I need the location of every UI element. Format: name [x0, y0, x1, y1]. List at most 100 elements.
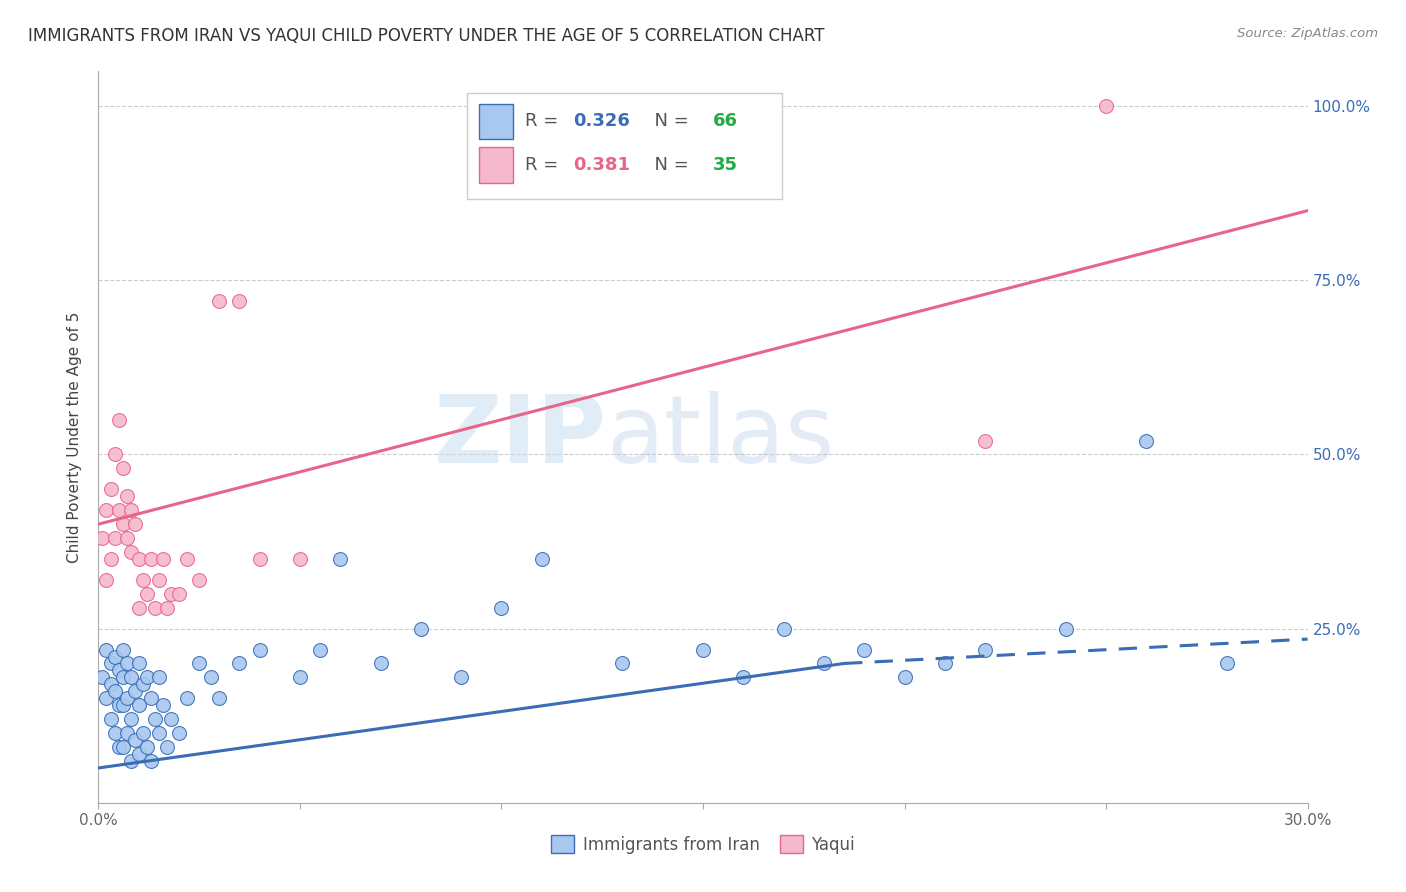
Text: N =: N =: [643, 156, 695, 174]
Point: [103, 726, 125, 740]
Text: Source: ZipAtlas.com: Source: ZipAtlas.com: [1237, 27, 1378, 40]
Point: [100, 552, 122, 566]
Point: [135, 670, 157, 684]
Point: [115, 691, 138, 706]
Point: [96, 691, 118, 706]
Point: [111, 698, 134, 713]
Point: [124, 733, 146, 747]
Point: [132, 573, 155, 587]
Text: ZIP: ZIP: [433, 391, 606, 483]
Point: [128, 657, 150, 671]
Point: [188, 573, 211, 587]
Point: [132, 726, 155, 740]
Point: [288, 552, 311, 566]
Point: [103, 649, 125, 664]
Point: [124, 684, 146, 698]
Bar: [479, 147, 513, 183]
Point: [139, 754, 162, 768]
Point: [208, 294, 231, 309]
Y-axis label: Child Poverty Under the Age of 5: Child Poverty Under the Age of 5: [67, 311, 83, 563]
Point: [103, 531, 125, 545]
Point: [120, 670, 142, 684]
Point: [813, 657, 835, 671]
Point: [124, 517, 146, 532]
Point: [128, 698, 150, 713]
Point: [249, 552, 271, 566]
Point: [143, 712, 166, 726]
Point: [107, 412, 129, 426]
Text: 0.381: 0.381: [574, 156, 631, 174]
Point: [491, 600, 513, 615]
Point: [148, 670, 170, 684]
Point: [208, 691, 231, 706]
Point: [853, 642, 876, 657]
Point: [103, 684, 125, 698]
Point: [143, 600, 166, 615]
Point: [893, 670, 915, 684]
Point: [156, 740, 179, 755]
Point: [249, 642, 271, 657]
Point: [974, 642, 997, 657]
Point: [160, 712, 183, 726]
Point: [100, 677, 122, 691]
Point: [103, 448, 125, 462]
Point: [733, 670, 755, 684]
Point: [139, 552, 162, 566]
Point: [612, 657, 634, 671]
Point: [115, 657, 138, 671]
Point: [115, 489, 138, 503]
Point: [1054, 622, 1077, 636]
Point: [156, 600, 179, 615]
Point: [111, 670, 134, 684]
Point: [100, 712, 122, 726]
Point: [91, 531, 114, 545]
Point: [115, 531, 138, 545]
Point: [309, 642, 332, 657]
Point: [772, 622, 794, 636]
Point: [120, 545, 142, 559]
Bar: [479, 103, 513, 138]
Point: [329, 552, 352, 566]
Point: [692, 642, 714, 657]
Point: [128, 600, 150, 615]
Point: [107, 664, 129, 678]
Point: [176, 691, 198, 706]
Point: [1135, 434, 1157, 448]
Point: [152, 552, 174, 566]
Point: [128, 747, 150, 761]
Point: [96, 642, 118, 657]
Point: [139, 691, 162, 706]
Point: [167, 726, 190, 740]
Point: [96, 503, 118, 517]
Point: [152, 698, 174, 713]
Text: 66: 66: [713, 112, 738, 130]
Point: [135, 587, 157, 601]
Point: [450, 670, 472, 684]
Point: [107, 503, 129, 517]
Text: N =: N =: [643, 112, 695, 130]
Point: [120, 754, 142, 768]
Point: [176, 552, 198, 566]
Point: [530, 552, 553, 566]
Point: [120, 503, 142, 517]
Point: [96, 573, 118, 587]
Point: [409, 622, 432, 636]
Point: [120, 712, 142, 726]
Point: [148, 726, 170, 740]
Point: [111, 517, 134, 532]
Point: [111, 740, 134, 755]
Point: [200, 670, 222, 684]
Point: [228, 657, 250, 671]
Point: [111, 461, 134, 475]
Point: [160, 587, 183, 601]
Point: [228, 294, 250, 309]
Point: [128, 552, 150, 566]
Point: [107, 698, 129, 713]
Point: [100, 483, 122, 497]
Point: [288, 670, 311, 684]
Text: 0.326: 0.326: [574, 112, 630, 130]
Text: 35: 35: [713, 156, 738, 174]
Point: [91, 670, 114, 684]
Point: [111, 642, 134, 657]
Point: [1216, 657, 1239, 671]
